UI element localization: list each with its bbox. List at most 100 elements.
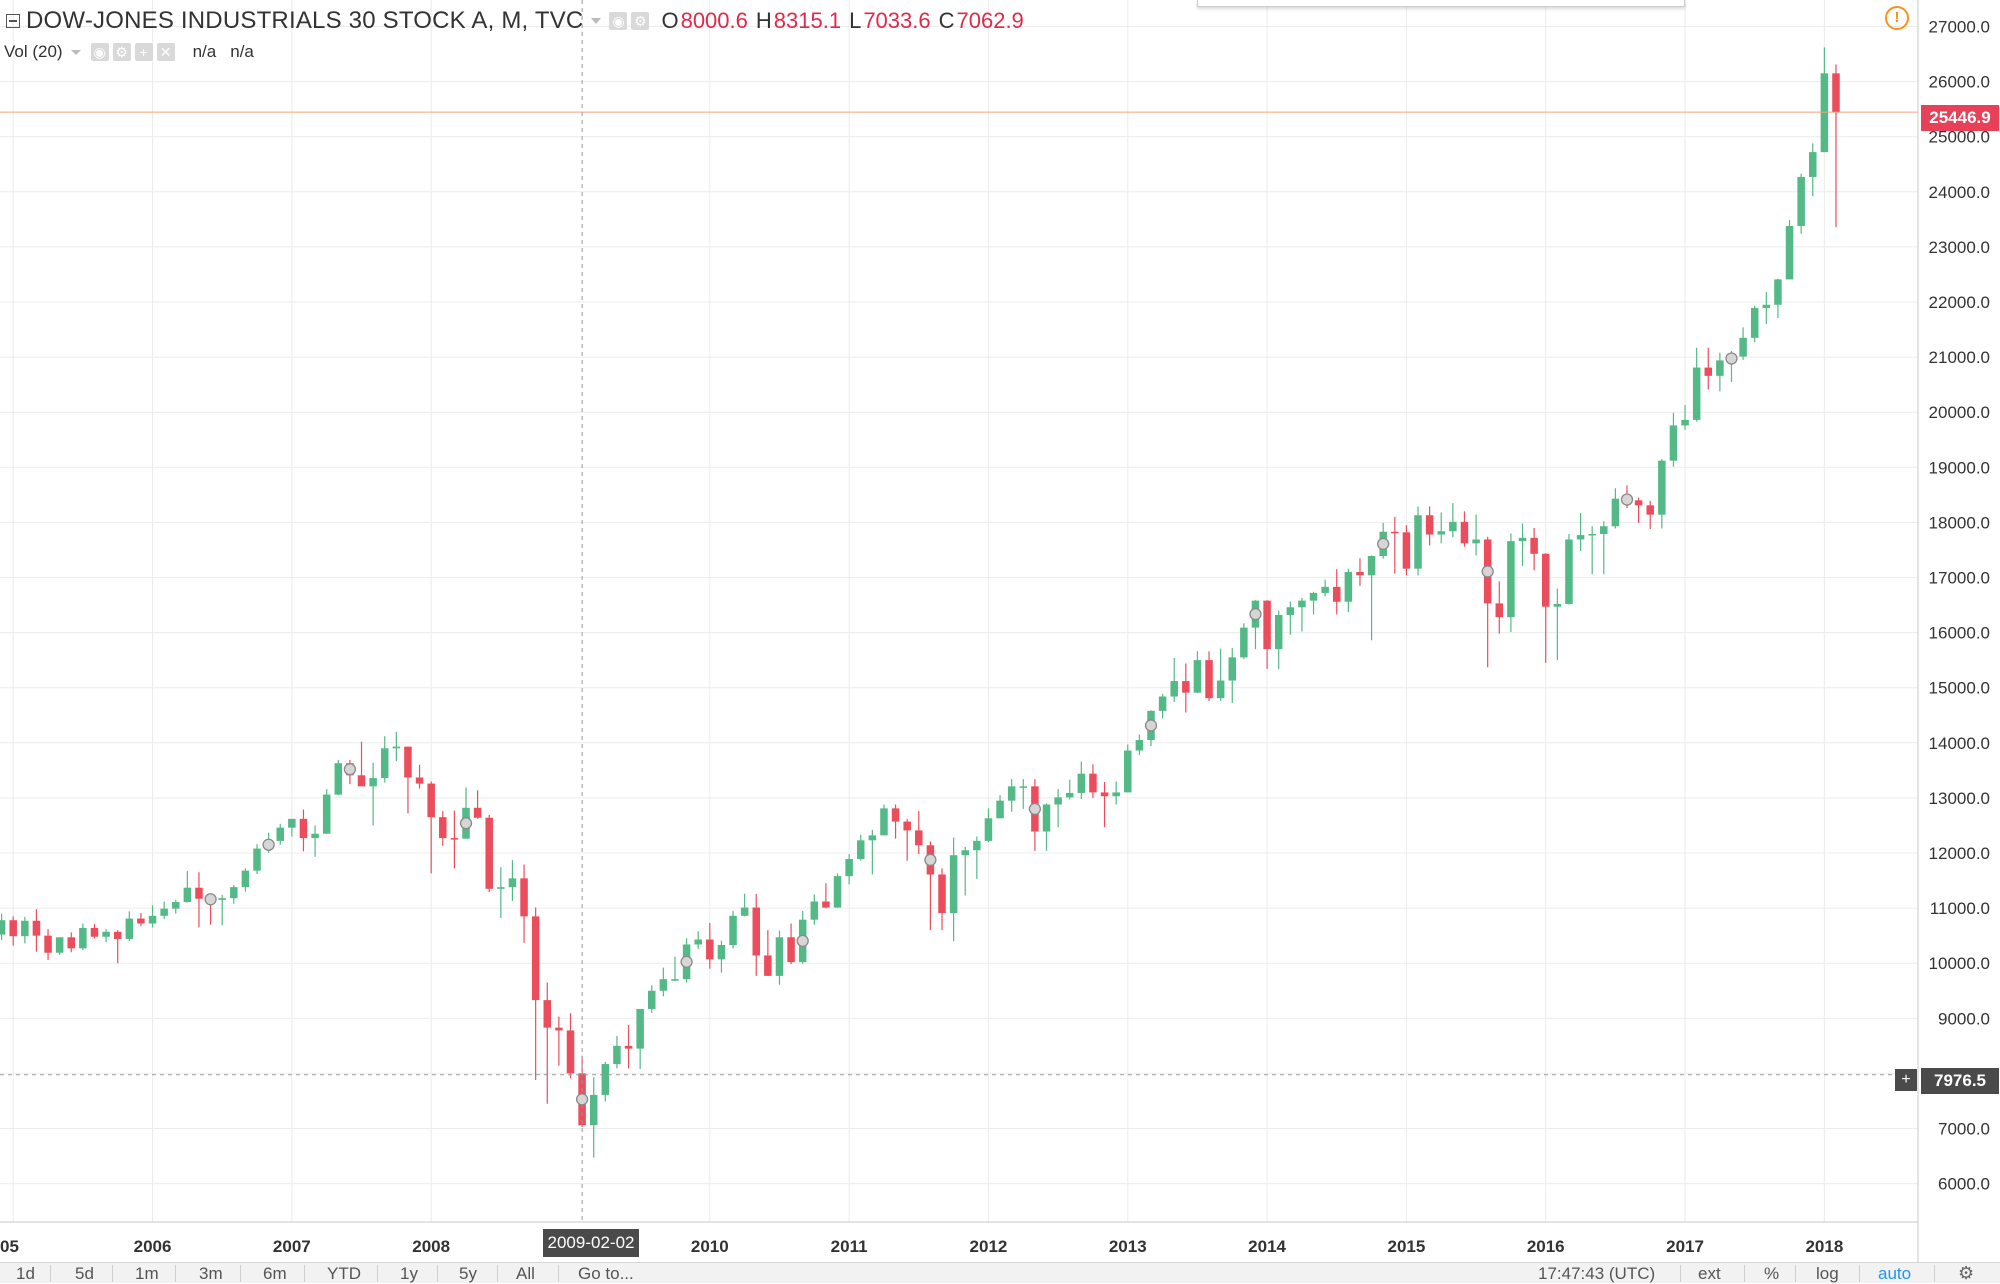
dividend-marker[interactable] xyxy=(1481,565,1494,578)
dividend-marker[interactable] xyxy=(1377,537,1390,551)
log-scale-toggle[interactable]: log xyxy=(1816,1264,1839,1283)
symbol-menu-caret-icon[interactable] xyxy=(591,18,602,24)
cursor-price-label: 7976.5 xyxy=(1921,1068,1999,1094)
dividend-marker[interactable] xyxy=(796,934,809,948)
range-all-button[interactable]: All xyxy=(516,1264,535,1283)
candle xyxy=(1646,500,1654,530)
candle-body xyxy=(9,920,17,937)
candle xyxy=(1553,588,1562,661)
toolbar-divider xyxy=(1744,1265,1745,1282)
volume-label[interactable]: Vol (20) xyxy=(4,42,63,61)
candle xyxy=(1065,779,1074,800)
dividend-marker[interactable] xyxy=(1144,719,1158,732)
range-1d-button[interactable]: 1d xyxy=(16,1264,35,1283)
plus-icon[interactable]: + xyxy=(1895,1069,1917,1091)
extended-hours-toggle[interactable]: ext xyxy=(1698,1264,1721,1283)
eye-icon[interactable]: ◉ xyxy=(90,43,109,61)
dividend-marker[interactable] xyxy=(459,817,473,830)
range-5y-button[interactable]: 5y xyxy=(459,1264,477,1283)
low-key: L xyxy=(849,8,862,33)
candle xyxy=(462,787,470,839)
candle-body xyxy=(1646,505,1654,515)
range-5d-button[interactable]: 5d xyxy=(75,1264,94,1283)
plus-icon[interactable]: + xyxy=(134,43,153,61)
range-6m-button[interactable]: 6m xyxy=(263,1264,287,1283)
range-ytd-button[interactable]: YTD xyxy=(327,1264,361,1283)
candle xyxy=(160,901,168,920)
volume-menu-caret-icon[interactable] xyxy=(70,49,81,55)
candle xyxy=(44,929,52,960)
candle xyxy=(1495,581,1504,634)
candle xyxy=(938,868,946,931)
range-3m-button[interactable]: 3m xyxy=(199,1264,223,1283)
candle xyxy=(125,911,134,942)
candle xyxy=(601,1061,610,1102)
goto-date-button[interactable]: Go to... xyxy=(578,1264,634,1283)
warning-icon[interactable]: ! xyxy=(1885,6,1909,30)
bottom-toolbar: 1d 5d 1m 3m 6m YTD 1y 5y All Go to... 17… xyxy=(0,1262,2000,1283)
candle-body xyxy=(1356,571,1364,576)
dividend-marker[interactable] xyxy=(924,853,937,867)
candle-body xyxy=(613,1045,621,1065)
candle-body xyxy=(566,1030,575,1074)
dividend-marker[interactable] xyxy=(1249,607,1262,621)
candle-body xyxy=(172,902,180,909)
candle-body xyxy=(1704,367,1713,376)
x-tick-label: 2014 xyxy=(1248,1237,1286,1256)
candlestick-series xyxy=(0,47,1840,1158)
candle xyxy=(253,844,261,874)
candle-body xyxy=(1425,515,1434,535)
clock-time[interactable]: 17:47:43 (UTC) xyxy=(1538,1264,1656,1283)
candle-body xyxy=(1007,786,1016,801)
range-1m-button[interactable]: 1m xyxy=(135,1264,159,1283)
dividend-marker[interactable] xyxy=(204,893,217,906)
toolbar-divider xyxy=(50,1265,51,1282)
candle-body xyxy=(973,840,981,851)
collapse-legend-icon[interactable] xyxy=(6,14,20,28)
gear-icon[interactable]: ⚙ xyxy=(112,43,131,61)
eye-icon[interactable]: ◉ xyxy=(609,12,628,30)
candle-body xyxy=(1158,696,1167,711)
dividend-marker[interactable] xyxy=(1725,352,1738,365)
range-1y-button[interactable]: 1y xyxy=(400,1264,418,1283)
auto-scale-toggle[interactable]: auto xyxy=(1878,1264,1912,1283)
candle-body xyxy=(636,1008,644,1049)
y-tick-label: 15000.0 xyxy=(1929,679,1990,698)
candle xyxy=(1321,579,1329,597)
candle xyxy=(1019,779,1028,809)
volume-value: n/a xyxy=(192,42,217,61)
percent-scale-toggle[interactable]: % xyxy=(1764,1264,1780,1283)
dividend-marker[interactable] xyxy=(1028,802,1042,816)
close-icon[interactable]: ✕ xyxy=(156,43,175,61)
dividend-marker[interactable] xyxy=(575,1093,589,1106)
dividend-marker[interactable] xyxy=(262,838,275,851)
candle xyxy=(973,836,981,879)
candle-body xyxy=(1414,515,1422,569)
gear-icon[interactable]: ⚙ xyxy=(631,12,650,30)
candle xyxy=(322,789,331,834)
dividend-marker[interactable] xyxy=(343,763,357,776)
candle xyxy=(1263,600,1271,669)
candle xyxy=(1820,47,1829,153)
candle-body xyxy=(102,931,110,937)
candle-body xyxy=(288,818,296,828)
dividend-marker[interactable] xyxy=(680,955,693,968)
candle xyxy=(1611,488,1620,529)
candle-body xyxy=(1669,425,1678,461)
candle xyxy=(555,1016,563,1066)
dividend-marker[interactable] xyxy=(1620,493,1634,506)
price-axis[interactable]: 6000.07000.08000.09000.010000.011000.012… xyxy=(1929,18,1990,1194)
candle xyxy=(1762,292,1771,325)
time-axis[interactable]: 05 2006 2007 2008 2010 2011 2012 2013 2014 2015 20… xyxy=(0,1237,1843,1256)
candle-body xyxy=(1124,750,1132,793)
candle-body xyxy=(1576,535,1585,540)
candle-body xyxy=(311,833,319,839)
candle-body xyxy=(1321,586,1329,593)
candle xyxy=(775,930,784,985)
candle xyxy=(32,909,41,952)
symbol-title[interactable]: DOW-JONES INDUSTRIALS 30 STOCK A, M, TVC xyxy=(26,7,584,34)
candle-body xyxy=(531,916,540,1001)
gear-icon[interactable]: ⚙ xyxy=(1958,1263,1975,1283)
candle xyxy=(334,759,343,796)
